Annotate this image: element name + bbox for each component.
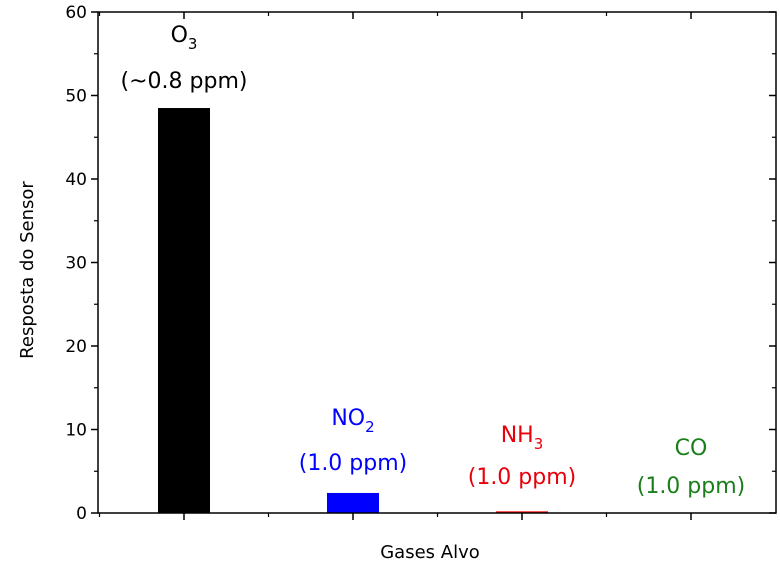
bar-o3: [158, 108, 210, 514]
concentration-label-nh3: (1.0 ppm): [468, 465, 577, 490]
y-tick-label: 10: [65, 421, 87, 441]
gas-label-co: CO: [675, 436, 708, 461]
y-tick-label: 20: [65, 337, 87, 357]
y-tick-label: 30: [65, 254, 87, 274]
concentration-label-co: (1.0 ppm): [637, 474, 746, 499]
y-axis-label: Resposta do Sensor: [17, 181, 38, 359]
y-tick-label: 60: [65, 3, 87, 23]
bar-annotations: O3 (~0.8 ppm) NO2 (1.0 ppm) NH3 (1.0 ppm) CO (1…: [121, 23, 746, 499]
y-tick-label: 40: [65, 170, 87, 190]
bar-no2: [327, 492, 379, 513]
concentration-label-no2: (1.0 ppm): [299, 451, 408, 476]
gas-label-o3: O3: [171, 23, 198, 53]
gas-label-nh3: NH3: [501, 423, 544, 453]
bar-nh3: [496, 511, 548, 513]
x-axis-label: Gases Alvo: [380, 542, 480, 563]
y-tick-label: 0: [76, 504, 87, 524]
ticks: 0 10 20 30 40 50 60: [65, 3, 776, 524]
bars: [158, 108, 717, 514]
y-tick-label: 50: [65, 87, 87, 107]
gas-label-no2: NO2: [331, 406, 374, 436]
concentration-label-o3: (~0.8 ppm): [121, 69, 248, 94]
